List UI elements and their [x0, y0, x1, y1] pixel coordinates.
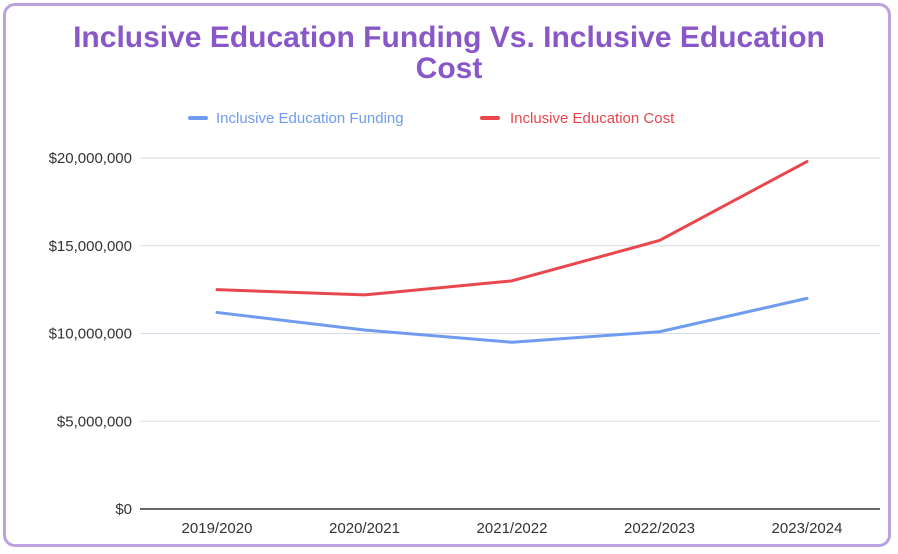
x-axis-tick-labels: 2019/2020 2020/2021 2021/2022 2022/2023 2023…	[182, 520, 843, 537]
series-line-funding	[215, 296, 809, 344]
legend: Inclusive Education Funding Inclusive Ed…	[188, 110, 675, 127]
chart-title-line-1: Inclusive Education Funding Vs. Inclusiv…	[73, 21, 825, 54]
x-tick-label: 2019/2020	[182, 520, 253, 537]
y-tick-label: $20,000,000	[49, 150, 132, 167]
gridlines	[140, 157, 880, 422]
legend-label-cost: Inclusive Education Cost	[510, 110, 675, 127]
x-tick-label: 2020/2021	[329, 520, 400, 537]
chart-title-line-2: Cost	[415, 52, 483, 85]
y-tick-label: $10,000,000	[49, 326, 132, 343]
legend-label-funding: Inclusive Education Funding	[216, 110, 404, 127]
y-tick-label: $5,000,000	[57, 413, 132, 430]
x-tick-label: 2023/2024	[772, 520, 843, 537]
x-tick-label: 2022/2023	[624, 520, 695, 537]
y-tick-label: $15,000,000	[49, 238, 132, 255]
x-tick-label: 2021/2022	[477, 520, 548, 537]
series-lines	[215, 160, 809, 344]
y-axis-tick-labels: $0 $5,000,000 $10,000,000 $15,000,000 $20,00…	[49, 150, 132, 518]
chart-frame	[3, 3, 891, 547]
chart-title: Inclusive Education Funding Vs. Inclusiv…	[0, 22, 898, 84]
series-line-cost	[215, 160, 809, 297]
y-tick-label: $0	[115, 501, 132, 518]
